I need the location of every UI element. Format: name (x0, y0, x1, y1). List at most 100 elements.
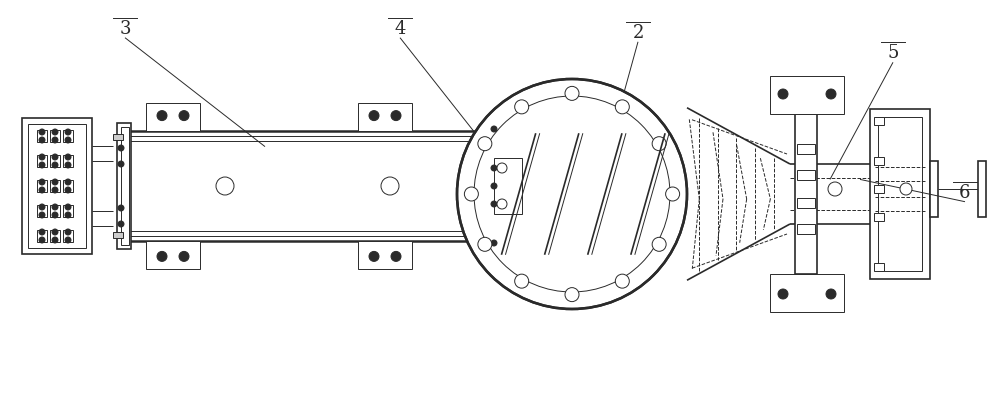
Circle shape (52, 188, 58, 193)
Bar (870, 110, 930, 279)
Circle shape (652, 137, 666, 151)
Circle shape (464, 188, 478, 202)
Circle shape (474, 97, 670, 292)
Circle shape (118, 162, 124, 168)
Circle shape (615, 101, 629, 115)
Circle shape (615, 274, 629, 288)
Bar (37, 180, 47, 193)
Bar (878, 118, 922, 271)
Circle shape (900, 184, 912, 196)
Bar (117, 124, 131, 249)
Bar (795, 115, 817, 274)
Circle shape (565, 87, 579, 101)
Circle shape (515, 101, 529, 115)
Bar (797, 171, 815, 180)
Bar (358, 104, 412, 132)
Circle shape (778, 289, 788, 299)
Circle shape (39, 188, 45, 193)
Circle shape (39, 213, 45, 218)
Circle shape (826, 90, 836, 100)
Circle shape (52, 155, 58, 161)
Circle shape (65, 237, 71, 243)
Bar (770, 274, 844, 312)
Bar (770, 77, 844, 115)
Bar (63, 205, 73, 218)
Circle shape (491, 166, 497, 172)
Bar (486, 120, 500, 254)
Circle shape (457, 80, 687, 309)
Bar (125, 132, 492, 241)
Circle shape (565, 288, 579, 302)
Circle shape (369, 111, 379, 121)
Bar (63, 230, 73, 243)
Circle shape (39, 138, 45, 144)
Bar (63, 155, 73, 168)
Circle shape (369, 252, 379, 262)
Bar (978, 162, 986, 218)
Text: 6: 6 (959, 183, 971, 201)
Circle shape (179, 252, 189, 262)
Circle shape (497, 200, 507, 209)
Circle shape (39, 237, 45, 243)
Bar (37, 131, 47, 143)
Circle shape (65, 229, 71, 236)
Bar (874, 213, 884, 221)
Text: 5: 5 (887, 44, 899, 62)
Bar (797, 225, 815, 234)
Circle shape (39, 155, 45, 161)
Bar (50, 155, 60, 168)
Circle shape (52, 163, 58, 169)
Circle shape (157, 111, 167, 121)
Circle shape (491, 184, 497, 189)
Circle shape (216, 178, 234, 196)
Bar (37, 155, 47, 168)
Circle shape (179, 111, 189, 121)
Circle shape (52, 213, 58, 218)
Bar (63, 131, 73, 143)
Circle shape (515, 274, 529, 288)
Circle shape (381, 178, 399, 196)
Bar (797, 198, 815, 209)
Circle shape (666, 188, 680, 202)
Circle shape (118, 146, 124, 152)
Bar (146, 241, 200, 270)
Bar (50, 205, 60, 218)
Circle shape (478, 238, 492, 252)
Bar (50, 230, 60, 243)
Bar (874, 263, 884, 271)
Circle shape (65, 180, 71, 186)
Circle shape (491, 240, 497, 246)
Circle shape (65, 163, 71, 169)
Bar (146, 104, 200, 132)
Bar (22, 119, 92, 254)
Circle shape (39, 130, 45, 136)
Circle shape (52, 138, 58, 144)
Circle shape (157, 252, 167, 262)
Circle shape (65, 155, 71, 161)
Text: 4: 4 (394, 20, 406, 38)
Text: 2: 2 (632, 24, 644, 42)
Bar (50, 180, 60, 193)
Circle shape (39, 229, 45, 236)
Bar (37, 205, 47, 218)
Bar (28, 125, 86, 248)
Circle shape (491, 127, 497, 133)
Circle shape (65, 138, 71, 144)
Circle shape (652, 238, 666, 252)
Bar (490, 124, 498, 249)
Bar (121, 128, 129, 245)
Bar (63, 180, 73, 193)
Bar (874, 118, 884, 126)
Bar (930, 162, 938, 218)
Circle shape (52, 130, 58, 136)
Circle shape (778, 90, 788, 100)
Circle shape (491, 202, 497, 207)
Circle shape (39, 163, 45, 169)
Circle shape (52, 204, 58, 211)
Circle shape (65, 130, 71, 136)
Circle shape (478, 137, 492, 151)
Circle shape (391, 111, 401, 121)
Bar (874, 186, 884, 193)
Bar (113, 135, 123, 141)
Circle shape (65, 188, 71, 193)
